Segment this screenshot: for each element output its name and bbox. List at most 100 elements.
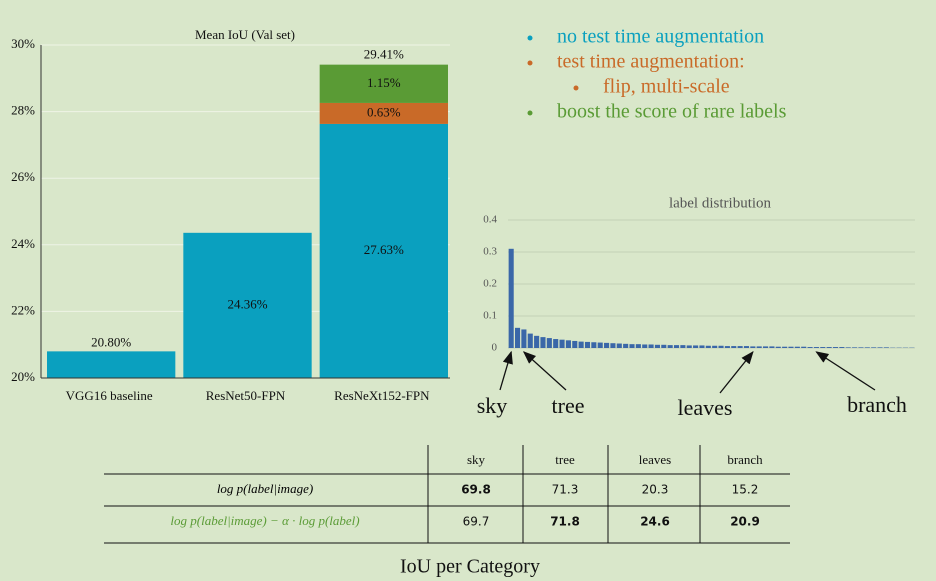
value-label: 0.63% (367, 104, 401, 119)
y-tick-label: 22% (11, 302, 35, 317)
bar-segment (319, 102, 448, 124)
value-label: 24.36% (227, 296, 267, 311)
annotation-label: tree (552, 393, 585, 418)
legend-label: no test time augmentation (557, 26, 764, 48)
column-header: branch (727, 452, 763, 467)
bar (788, 346, 794, 348)
legend-label: test time augmentation: (557, 51, 745, 73)
row-label: log p(label|image) − α · log p(label) (170, 513, 359, 528)
bar (629, 344, 635, 348)
bar (763, 346, 769, 348)
value-label: 1.15% (367, 75, 401, 90)
bar (680, 345, 686, 348)
bar (737, 346, 743, 348)
annotation-arrow (719, 350, 754, 394)
bar (807, 347, 813, 348)
annotation-label: sky (477, 393, 508, 418)
bar (750, 346, 756, 348)
bar-segment (319, 64, 448, 103)
bar (540, 337, 546, 348)
bar (820, 347, 826, 348)
bar (775, 346, 781, 348)
row-label: log p(label|image) (217, 481, 313, 496)
bar (584, 341, 591, 348)
column-header: tree (555, 452, 575, 467)
bar (514, 327, 521, 348)
bar (610, 343, 616, 348)
table-cell: 69.8 (461, 483, 491, 497)
bar (648, 344, 654, 348)
value-label: 27.63% (364, 242, 404, 257)
legend-bullet (527, 60, 533, 66)
bar (559, 339, 565, 348)
bar (616, 343, 622, 348)
table-cell: 69.7 (463, 515, 490, 529)
bar (769, 346, 775, 348)
bar (883, 347, 889, 348)
bar (673, 345, 680, 348)
bar (527, 333, 533, 348)
column-header: leaves (639, 452, 671, 467)
bar (534, 335, 540, 348)
bar-segment (47, 351, 176, 378)
x-tick-label: ResNeXt152-FPN (334, 388, 430, 403)
annotation-label: leaves (678, 395, 733, 420)
bar (578, 341, 584, 348)
x-tick-label: VGG16 baseline (66, 388, 153, 403)
bar (546, 338, 552, 348)
bar (623, 343, 629, 348)
bar (864, 347, 870, 348)
table-cell: 20.9 (730, 515, 760, 529)
bar (705, 345, 711, 348)
table-caption: IoU per Category (400, 556, 540, 578)
bar (521, 329, 527, 348)
legend-bullet (573, 85, 579, 91)
y-tick-label: 24% (11, 236, 35, 251)
bar-segment (183, 232, 312, 378)
bar (718, 345, 724, 348)
table-cell: 20.3 (642, 483, 669, 497)
bar (553, 339, 559, 348)
y-tick-label: 0.3 (483, 246, 497, 258)
bar (699, 345, 705, 348)
table-cell: 15.2 (732, 483, 759, 497)
bar (724, 346, 730, 348)
bar (654, 344, 660, 348)
bar (686, 345, 692, 348)
chart-title: Mean IoU (Val set) (195, 27, 295, 42)
bar (591, 342, 597, 348)
annotation-arrow (499, 350, 513, 391)
legend-label: boost the score of rare labels (557, 101, 787, 123)
x-tick-label: ResNet50-FPN (206, 388, 286, 403)
bar (858, 347, 864, 348)
bar (635, 344, 641, 348)
table-cell: 71.8 (550, 515, 580, 529)
y-tick-label: 0.4 (483, 214, 497, 226)
bar (813, 347, 819, 348)
table-cell: 71.3 (552, 483, 579, 497)
bar (756, 346, 762, 348)
y-tick-label: 26% (11, 169, 35, 184)
bar (845, 347, 851, 348)
bar (794, 346, 800, 348)
y-tick-label: 30% (11, 36, 35, 51)
bar (712, 345, 718, 348)
legend-bullet (527, 110, 533, 116)
bar (871, 347, 877, 348)
bar (839, 347, 845, 348)
chart-title: label distribution (669, 195, 772, 211)
y-tick-label: 0.1 (483, 310, 497, 322)
bar (852, 347, 858, 348)
bar (801, 346, 807, 348)
y-tick-label: 0 (492, 342, 498, 354)
annotation-label: branch (847, 392, 907, 417)
y-tick-label: 0.2 (483, 278, 497, 290)
y-tick-label: 28% (11, 103, 35, 118)
bar-segment (319, 123, 448, 379)
annotation-arrow (522, 351, 567, 391)
bar (743, 346, 750, 348)
bar (642, 344, 648, 348)
bar (667, 345, 673, 348)
